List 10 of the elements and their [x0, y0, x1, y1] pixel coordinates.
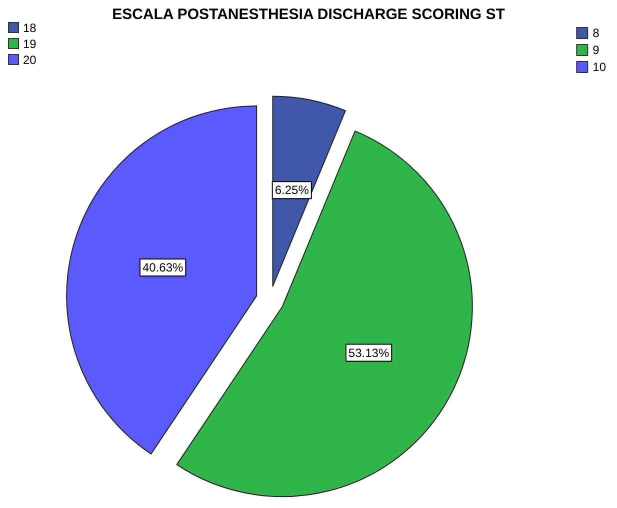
data-label: 40.63%: [142, 260, 184, 274]
legend-label: 9: [592, 43, 600, 57]
legend-label: 8: [592, 26, 600, 40]
chart-title: ESCALA POSTANESTHESIA DISCHARGE SCORING ST: [112, 6, 505, 23]
data-label: 53.13%: [348, 346, 390, 360]
text: 19: [23, 37, 36, 51]
text: 18: [23, 21, 36, 35]
text: 20: [23, 53, 36, 67]
legend-label: 10: [592, 60, 606, 74]
data-label: 6.25%: [274, 183, 310, 198]
